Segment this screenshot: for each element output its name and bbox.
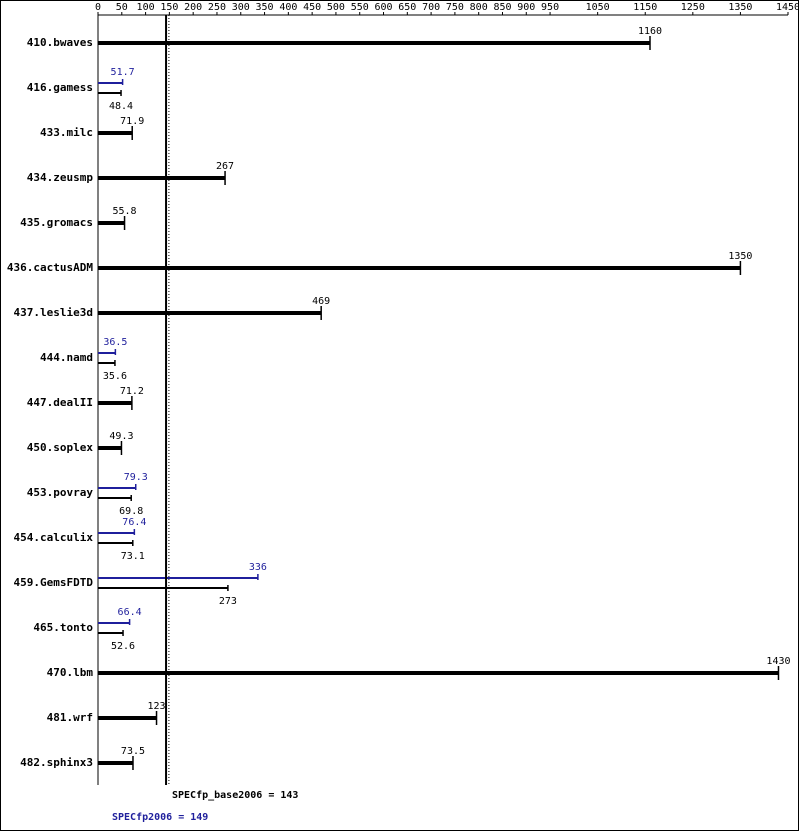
category-label: 470.lbm [47,666,94,679]
x-tick-label: 700 [422,2,440,13]
value-label: 49.3 [109,431,133,442]
bar [98,542,133,544]
x-tick-label: 850 [493,2,511,13]
value-label: 1350 [728,251,752,262]
x-tick-label: 500 [327,2,345,13]
category-label: 444.namd [40,351,93,364]
bar [98,221,125,225]
category-label: 465.tonto [33,621,93,634]
category-label: 436.cactusADM [7,261,93,274]
value-label: 123 [147,701,165,712]
category-label: 410.bwaves [27,36,93,49]
bar [98,622,130,624]
x-tick-label: 1250 [681,2,705,13]
value-label: 1160 [638,26,662,37]
value-label: 36.5 [103,337,127,348]
x-tick-label: 650 [398,2,416,13]
category-label: 447.dealII [27,396,93,409]
value-label: 55.8 [113,206,137,217]
category-label: 481.wrf [47,711,93,724]
bar [98,497,132,499]
bar [98,92,122,94]
value-label: 71.2 [120,386,144,397]
x-tick-label: 1150 [633,2,657,13]
value-label: 273 [219,596,237,607]
value-label: 267 [216,161,234,172]
x-tick-label: 100 [137,2,155,13]
x-tick-label: 750 [446,2,464,13]
x-tick-label: 800 [470,2,488,13]
bar [98,577,258,579]
base-mean-label: SPECfp_base2006 = 143 [172,790,298,801]
x-tick-label: 300 [232,2,250,13]
value-label: 336 [249,562,267,573]
value-label: 35.6 [103,371,127,382]
bar [98,446,122,450]
value-label: 1430 [766,656,790,667]
x-tick-label: 400 [279,2,297,13]
category-label: 459.GemsFDTD [14,576,94,589]
bar [98,82,123,84]
value-label: 66.4 [118,607,142,618]
category-label: 435.gromacs [20,216,93,229]
value-label: 469 [312,296,330,307]
category-label: 453.povray [27,486,94,499]
x-tick-label: 1450 [776,2,799,13]
bar [98,587,228,589]
bar [98,632,124,634]
value-label: 51.7 [111,67,135,78]
peak-mean-label: SPECfp2006 = 149 [112,812,208,823]
x-tick-label: 450 [303,2,321,13]
value-label: 71.9 [120,116,144,127]
category-label: 433.milc [40,126,93,139]
bar [98,41,650,45]
bar [98,352,116,354]
category-label: 450.soplex [27,441,94,454]
x-tick-label: 200 [184,2,202,13]
bar [98,362,115,364]
x-tick-label: 900 [517,2,535,13]
category-label: 437.leslie3d [14,306,93,319]
value-label: 48.4 [109,101,133,112]
bar [98,266,741,270]
bar [98,131,133,135]
x-tick-label: 150 [160,2,178,13]
x-tick-label: 1350 [728,2,752,13]
bar [98,401,132,405]
value-label: 69.8 [119,506,143,517]
x-tick-label: 350 [256,2,274,13]
bar [98,671,779,675]
value-label: 79.3 [124,472,148,483]
category-label: 434.zeusmp [27,171,94,184]
value-label: 73.5 [121,746,145,757]
x-tick-label: 0 [95,2,101,13]
x-tick-label: 50 [116,2,128,13]
bar [98,532,135,534]
category-label: 416.gamess [27,81,93,94]
bar [98,716,157,720]
x-tick-label: 250 [208,2,226,13]
category-label: 454.calculix [14,531,94,544]
value-label: 52.6 [111,641,135,652]
x-tick-label: 550 [351,2,369,13]
bar [98,311,322,315]
x-tick-label: 950 [541,2,559,13]
x-tick-label: 1050 [586,2,610,13]
bar [98,761,133,765]
bar [98,487,136,489]
bar [98,176,226,180]
value-label: 73.1 [121,551,145,562]
value-label: 76.4 [122,517,146,528]
x-tick-label: 600 [374,2,392,13]
category-label: 482.sphinx3 [20,756,93,769]
